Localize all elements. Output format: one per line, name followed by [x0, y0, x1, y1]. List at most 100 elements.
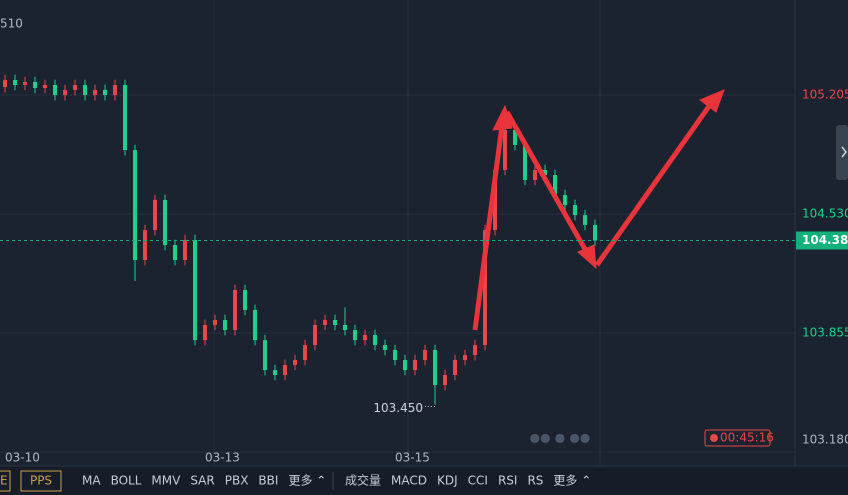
candle-body — [573, 205, 577, 216]
candle-body — [423, 349, 427, 361]
candle-body — [23, 81, 27, 85]
candle-body — [483, 230, 487, 346]
candle-body — [383, 345, 387, 350]
side-toggle[interactable] — [836, 125, 848, 180]
candle-body — [493, 169, 497, 231]
candle-body — [413, 360, 417, 371]
candle-body — [153, 199, 157, 231]
candle-body — [303, 345, 307, 361]
candle-body — [323, 320, 327, 325]
candle-body — [13, 80, 17, 85]
candle-body — [433, 349, 437, 386]
toolbar-item[interactable]: RS — [527, 474, 543, 488]
toolbar-chip — [0, 470, 11, 492]
candle-body — [113, 84, 117, 96]
candle-body — [193, 239, 197, 341]
toolbar-item[interactable]: MA — [82, 474, 101, 488]
timer-icon — [710, 434, 718, 442]
toolbar-item[interactable]: RSI — [498, 474, 518, 488]
x-tick-label: 03-13 — [205, 451, 240, 465]
candle-body — [163, 199, 167, 246]
toolbar-item[interactable]: 更多 ⌃ — [288, 474, 326, 488]
toolbar-item[interactable]: 成交量 — [345, 473, 381, 488]
candle-body — [233, 290, 237, 331]
toolbar-item[interactable]: KDJ — [437, 474, 458, 488]
candle-body — [33, 81, 37, 88]
toolbar-item[interactable]: SAR — [190, 474, 214, 488]
toolbar-bg — [0, 466, 848, 495]
candle-body — [593, 224, 597, 241]
candle-body — [453, 360, 457, 376]
candle-body — [523, 144, 527, 181]
candle-body — [53, 84, 57, 96]
low-label: 103.450 — [373, 401, 423, 415]
candle-body — [223, 320, 227, 331]
candle-body — [543, 169, 547, 176]
candle-body — [583, 215, 587, 225]
candle-body — [73, 84, 77, 90]
candle-body — [473, 345, 477, 356]
side-toggle-icon — [841, 146, 847, 158]
toolbar-item[interactable]: BOLL — [111, 474, 142, 488]
candle-body — [263, 340, 267, 371]
y-tick-label: 103.180 — [802, 433, 848, 447]
toolbar-item[interactable]: 更多 ⌃ — [553, 474, 591, 488]
candle-body — [293, 360, 297, 365]
candle-body — [343, 324, 347, 331]
y-tick-label: 104.530 — [802, 207, 848, 221]
candle-body — [513, 129, 517, 145]
y-tick-label: 103.855 — [802, 326, 848, 340]
candle-body — [313, 324, 317, 346]
x-tick-label: 03-15 — [395, 451, 430, 465]
toolbar-item[interactable]: PPS — [30, 474, 52, 488]
current-price-box — [796, 231, 848, 250]
candle-body — [123, 84, 127, 151]
toolbar-item[interactable]: PBX — [225, 474, 249, 488]
candle-body — [243, 290, 247, 310]
candle-body — [333, 320, 337, 325]
toolbar-item[interactable]: E — [0, 474, 8, 488]
toolbar-item[interactable]: MACD — [391, 474, 427, 488]
candle-body — [563, 195, 567, 206]
toolbar-item[interactable]: CCI — [468, 474, 488, 488]
candle-body — [283, 364, 287, 376]
current-price-label: 104.380 — [802, 233, 848, 247]
candle-body — [253, 309, 257, 341]
candle-body — [463, 355, 467, 361]
candle-body — [133, 150, 137, 261]
candle-body — [373, 334, 377, 346]
candle-body — [533, 169, 537, 181]
timer: 00:45:16 — [720, 431, 774, 445]
candle-body — [213, 320, 217, 325]
candle-body — [173, 245, 177, 261]
candle-body — [203, 324, 207, 341]
y-tick-label: 105.205 — [802, 88, 848, 102]
candle-body — [83, 84, 87, 96]
timer-box — [704, 429, 771, 447]
candle-body — [273, 370, 277, 376]
candle-body — [353, 330, 357, 341]
candle-body — [503, 129, 507, 170]
candle-body — [183, 239, 187, 261]
annotation-arrows — [472, 89, 725, 331]
candle-body — [143, 230, 147, 261]
candle-body — [103, 89, 107, 96]
candle-body — [403, 360, 407, 371]
toolbar-item[interactable]: BBI — [258, 474, 278, 488]
candle-body — [93, 89, 97, 96]
candle-body — [553, 175, 557, 196]
x-tick-label: 03-10 — [5, 451, 40, 465]
corner-label: 510 — [0, 17, 23, 31]
toolbar-chip — [20, 470, 62, 492]
candle-body — [43, 84, 47, 88]
candles — [0, 74, 795, 453]
candle-body — [63, 89, 67, 96]
candle-body — [443, 375, 447, 386]
watermark: ●● ● ●● — [530, 431, 591, 445]
candle-body — [393, 349, 397, 361]
candle-body — [3, 80, 7, 88]
toolbar-item[interactable]: MMV — [151, 474, 181, 488]
